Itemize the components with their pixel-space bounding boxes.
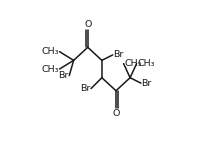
- Text: O: O: [112, 109, 119, 118]
- Text: CH₃: CH₃: [137, 59, 154, 68]
- Text: Br: Br: [58, 71, 68, 80]
- Text: CH₃: CH₃: [41, 65, 59, 74]
- Text: Br: Br: [113, 50, 123, 59]
- Text: O: O: [84, 20, 91, 29]
- Text: CH₃: CH₃: [123, 59, 141, 68]
- Text: Br: Br: [80, 84, 90, 93]
- Text: Br: Br: [141, 79, 151, 88]
- Text: CH₃: CH₃: [41, 47, 59, 56]
